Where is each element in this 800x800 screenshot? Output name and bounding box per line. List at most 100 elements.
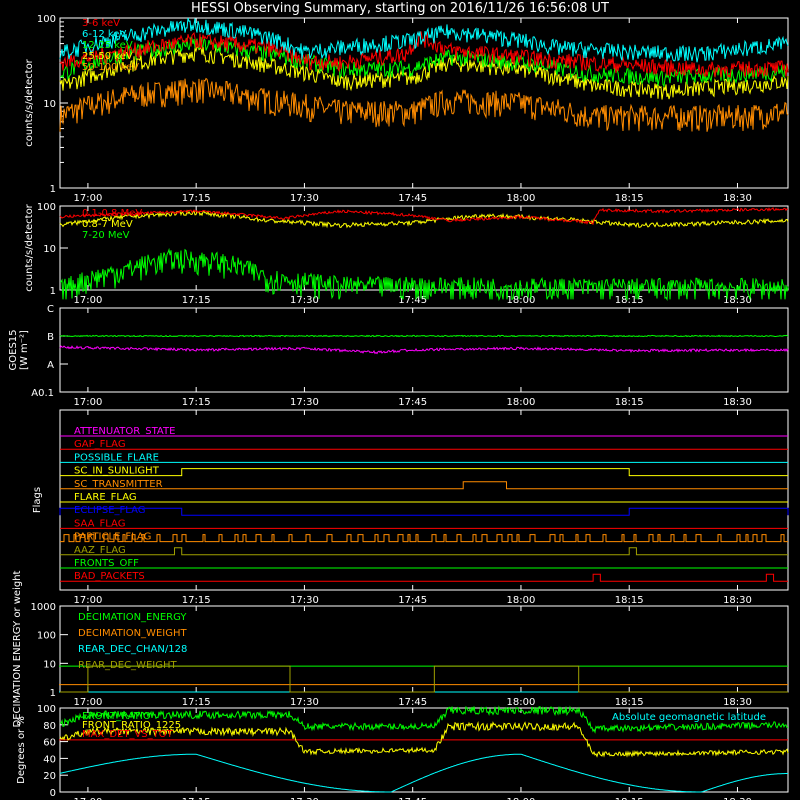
x-tick-label: 18:30 <box>723 697 752 708</box>
y-axis-label: GOES15 <box>8 329 19 370</box>
y-tick-label: 100 <box>37 631 56 642</box>
axes-frame <box>59 707 789 793</box>
series-line-3 <box>59 45 789 100</box>
y-tick-label: B <box>47 332 54 343</box>
y-axis-label: Degrees or % <box>16 716 27 784</box>
y-axis-label: counts/s/detector <box>24 203 35 291</box>
legend-entry: 0.8-7 MeV <box>82 219 133 230</box>
x-tick-label: 17:00 <box>73 295 102 306</box>
series-line-3 <box>60 665 788 693</box>
y-axis-label: [W m⁻²] <box>19 330 30 370</box>
flag-label: SC_IN_SUNLIGHT <box>74 466 160 477</box>
y-tick-label: 10 <box>43 244 56 255</box>
x-tick-label: 17:00 <box>73 697 102 708</box>
x-tick-label: 18:30 <box>723 595 752 606</box>
flag-line <box>60 481 788 490</box>
y-tick-label: 10 <box>43 659 56 670</box>
goes-series-1 <box>59 345 789 355</box>
axes-frame <box>59 409 789 591</box>
x-tick-label: 18:30 <box>723 797 752 800</box>
flag-label: ATTENUATOR_STATE <box>74 426 175 437</box>
x-tick-label: 18:15 <box>615 193 644 204</box>
legend-entry: FRONT_RATIO <box>82 711 151 722</box>
legend-entry: MAX_DET_VS_TOT <box>82 729 174 740</box>
flag-line <box>60 573 788 582</box>
x-tick-label: 18:00 <box>507 193 536 204</box>
flag-label: PARTICLE_FLAG <box>74 532 151 543</box>
legend-entry: FRONT_RATIO_1225 <box>82 720 181 731</box>
y-tick-label: 80 <box>43 721 56 732</box>
x-tick-label: 17:15 <box>182 595 211 606</box>
series-line-0 <box>59 207 789 225</box>
series-line-3 <box>59 753 788 793</box>
x-tick-label: 18:15 <box>615 295 644 306</box>
y-tick-label: 0 <box>50 788 56 799</box>
x-tick-label: 18:00 <box>507 595 536 606</box>
x-tick-label: 17:45 <box>398 595 427 606</box>
x-tick-label: 18:00 <box>507 397 536 408</box>
y-tick-label: 100 <box>37 704 56 715</box>
y-tick-label: 100 <box>37 14 56 25</box>
flag-label: ECLIPSE_FLAG <box>74 505 145 516</box>
x-tick-label: 18:00 <box>507 295 536 306</box>
series-line-0 <box>59 705 789 734</box>
panel-goes: 17:00 17:15 17:30 17:45 18:00 18:15 18:30 GOES1… <box>8 304 789 408</box>
flag-label: POSSIBLE_FLARE <box>74 452 159 463</box>
y-tick-label: C <box>47 304 54 315</box>
y-tick-label: 40 <box>43 754 56 765</box>
x-tick-label: 17:00 <box>73 193 102 204</box>
legend-entry: REAR_DEC_WEIGHT <box>78 660 177 671</box>
x-tick-label: 17:30 <box>290 697 319 708</box>
x-tick-label: 17:45 <box>398 397 427 408</box>
x-tick-label: 17:30 <box>290 797 319 800</box>
x-tick-label: 18:15 <box>615 797 644 800</box>
series-line-2 <box>59 36 789 88</box>
y-tick-label: 1 <box>50 184 56 195</box>
x-tick-label: 17:30 <box>290 193 319 204</box>
x-tick-label: 18:00 <box>507 797 536 800</box>
x-tick-label: 18:15 <box>615 595 644 606</box>
y-tick-label: 20 <box>43 771 56 782</box>
flag-line <box>60 547 788 556</box>
x-tick-label: 18:30 <box>723 295 752 306</box>
y-tick-label: 1 <box>50 688 56 699</box>
y-axis-label: counts/s/detector <box>24 58 35 146</box>
x-tick-label: 17:15 <box>182 193 211 204</box>
x-tick-label: 17:45 <box>398 295 427 306</box>
flag-label: BAD_PACKETS <box>74 571 145 582</box>
x-tick-label: 17:15 <box>182 797 211 800</box>
x-tick-label: 17:00 <box>73 397 102 408</box>
panel-front-rates: 17:00 17:15 17:30 17:45 18:00 18:15 18:30 count… <box>24 14 789 204</box>
x-tick-label: 17:15 <box>182 697 211 708</box>
y-tick-label: A <box>47 360 54 371</box>
x-tick-label: 17:45 <box>398 797 427 800</box>
x-tick-label: 17:45 <box>398 697 427 708</box>
annotation-label: Absolute geomagnetic latitude <box>612 712 766 723</box>
panels: 17:00 17:15 17:30 17:45 18:00 18:15 18:30 count… <box>8 14 789 800</box>
legend-entry: 12-25 keV <box>82 40 133 51</box>
x-tick-label: 17:30 <box>290 295 319 306</box>
y-tick-label: 100 <box>37 202 56 213</box>
x-tick-label: 18:30 <box>723 193 752 204</box>
legend-entry: DECIMATION_ENERGY <box>78 612 187 623</box>
x-tick-label: 18:15 <box>615 397 644 408</box>
x-tick-label: 18:30 <box>723 397 752 408</box>
legend-entry: 0.1-0.8 MeV <box>82 208 142 219</box>
y-axis-label: Flags <box>32 487 43 513</box>
x-tick-label: 18:15 <box>615 697 644 708</box>
legend-entry: DECIMATION_WEIGHT <box>78 628 187 639</box>
x-tick-label: 17:30 <box>290 595 319 606</box>
goes-series-0 <box>59 334 789 338</box>
x-tick-label: 18:00 <box>507 697 536 708</box>
y-tick-label: 60 <box>43 738 56 749</box>
x-tick-label: 17:45 <box>398 193 427 204</box>
x-tick-label: 17:30 <box>290 397 319 408</box>
legend-entry: REAR_DEC_CHAN/128 <box>78 644 187 655</box>
legend-entry: 7-20 MeV <box>82 230 130 241</box>
flag-label: AAZ_FLAG <box>74 545 126 556</box>
series-line-1 <box>59 721 789 758</box>
flag-line <box>60 468 788 477</box>
panel-decimation: 17:00 17:15 17:30 17:45 18:00 18:15 18:30 DECIM… <box>12 570 789 727</box>
figure-title: HESSI Observing Summary, starting on 201… <box>191 1 609 16</box>
